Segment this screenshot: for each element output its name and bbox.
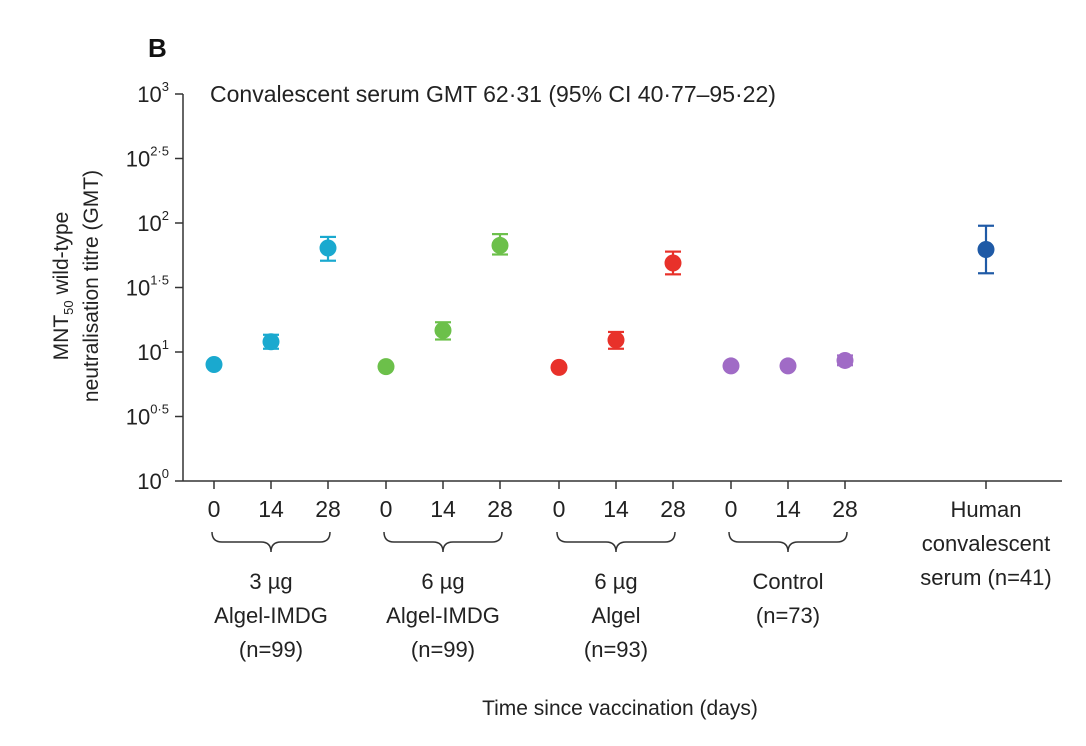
data-point xyxy=(607,331,625,349)
x-tick-label: 28 xyxy=(832,496,858,522)
y-axis-title-line2: neutralisation titre (GMT) xyxy=(80,170,103,402)
data-point xyxy=(836,351,854,369)
group-label-line: 6 µg xyxy=(594,569,637,594)
y-tick-label: 100 xyxy=(137,466,169,494)
group-label-line: serum (n=41) xyxy=(920,565,1051,590)
x-tick-label: 28 xyxy=(660,496,686,522)
data-point xyxy=(664,254,682,272)
group-labels: 3 µg Algel-IMDG (n=99) 6 µg Algel-IMDG (n=99)… xyxy=(214,497,1052,662)
y-tick-label: 101·5 xyxy=(126,273,169,301)
data-point xyxy=(377,358,395,376)
group-brace xyxy=(383,531,503,553)
y-tick-label: 102·5 xyxy=(126,144,169,172)
data-point xyxy=(262,333,280,351)
group-brace xyxy=(211,531,331,553)
convalescent-annotation: Convalescent serum GMT 62·31 (95% CI 40·… xyxy=(210,81,776,107)
x-tick-label: 28 xyxy=(487,496,513,522)
data-point xyxy=(977,241,995,259)
y-tick-label: 103 xyxy=(137,79,169,107)
group-label-line: Human xyxy=(951,497,1022,522)
group-brace xyxy=(556,531,676,553)
x-tick-label: 28 xyxy=(315,496,341,522)
x-tick-label: 0 xyxy=(208,496,221,522)
group-label-line: Algel xyxy=(592,603,641,628)
x-axis-title: Time since vaccination (days) xyxy=(482,697,758,720)
data-point xyxy=(722,357,740,375)
data-point xyxy=(205,356,223,374)
group-label-line: (n=73) xyxy=(756,603,820,628)
x-tick-label: 14 xyxy=(775,496,801,522)
data-point xyxy=(319,239,337,257)
y-tick-label: 102 xyxy=(137,208,169,236)
y-axis-title: MNT50 wild-type neutralisation titre (GM… xyxy=(50,170,103,402)
group-label-line: (n=99) xyxy=(411,637,475,662)
group-label-line: (n=93) xyxy=(584,637,648,662)
group-label-line: Control xyxy=(753,569,824,594)
y-ticks: 100 100·5 101 101·5 102 102·5 103 xyxy=(126,79,183,494)
x-tick-label: 14 xyxy=(430,496,456,522)
group-label-line: convalescent xyxy=(922,531,1050,556)
group-label-line: Algel-IMDG xyxy=(386,603,500,628)
data-point xyxy=(550,358,568,376)
group-label-line: 3 µg xyxy=(249,569,292,594)
x-tick-label: 14 xyxy=(258,496,284,522)
data-points xyxy=(205,224,995,376)
data-point xyxy=(434,321,452,339)
panel-label: B xyxy=(148,33,167,63)
data-point xyxy=(779,357,797,375)
group-label-line: 6 µg xyxy=(421,569,464,594)
data-point xyxy=(491,236,509,254)
x-tick-label: 0 xyxy=(725,496,738,522)
x-tick-label: 14 xyxy=(603,496,629,522)
y-tick-label: 101 xyxy=(137,337,169,365)
x-ticks: 0 14 28 0 14 28 0 14 28 0 14 28 xyxy=(208,481,987,522)
group-braces xyxy=(211,531,848,553)
group-label-line: (n=99) xyxy=(239,637,303,662)
y-tick-label: 100·5 xyxy=(126,402,169,430)
group-brace xyxy=(728,531,848,553)
group-label-line: Algel-IMDG xyxy=(214,603,328,628)
y-axis-title-line1: MNT50 wild-type xyxy=(50,212,76,361)
x-tick-label: 0 xyxy=(553,496,566,522)
x-tick-label: 0 xyxy=(380,496,393,522)
